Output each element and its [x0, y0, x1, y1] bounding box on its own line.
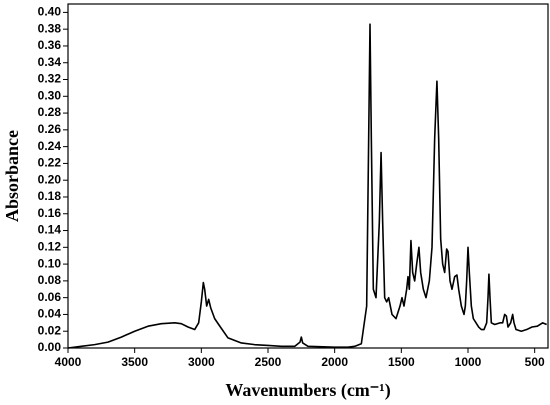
- spectrum-line: [67, 23, 547, 349]
- y-tick-label: 0.30: [38, 88, 62, 102]
- y-tick-label: 0.00: [38, 340, 62, 354]
- y-tick-label: 0.24: [38, 139, 62, 153]
- x-tick-label: 2000: [321, 355, 348, 369]
- y-tick-label: 0.18: [38, 189, 62, 203]
- y-tick-label: 0.36: [38, 38, 62, 52]
- y-tick-label: 0.12: [38, 239, 62, 253]
- y-tick-label: 0.08: [38, 273, 62, 287]
- x-tick-label: 4000: [55, 355, 82, 369]
- y-tick-label: 0.02: [38, 323, 62, 337]
- y-tick-label: 0.10: [38, 256, 62, 270]
- plot-frame: [67, 3, 549, 349]
- y-tick-label: 0.40: [38, 5, 62, 19]
- y-tick-label: 0.32: [38, 72, 62, 86]
- y-tick-label: 0.06: [38, 290, 62, 304]
- x-tick-label: 500: [525, 355, 545, 369]
- y-tick-label: 0.38: [38, 21, 62, 35]
- x-tick-label: 3500: [121, 355, 148, 369]
- y-tick-label: 0.22: [38, 156, 62, 170]
- x-axis-label: Wavenumbers (cm⁻¹): [225, 380, 390, 401]
- x-tick-label: 1500: [388, 355, 415, 369]
- y-tick-label: 0.16: [38, 206, 62, 220]
- y-tick-label: 0.14: [38, 223, 62, 237]
- x-tick-label: 3000: [188, 355, 215, 369]
- y-axis-label: Absorbance: [2, 130, 22, 222]
- y-tick-label: 0.20: [38, 172, 62, 186]
- x-tick-label: 2500: [255, 355, 282, 369]
- y-tick-label: 0.26: [38, 122, 62, 136]
- y-tick-label: 0.04: [38, 307, 62, 321]
- y-tick-label: 0.34: [38, 55, 62, 69]
- x-tick-label: 1000: [455, 355, 482, 369]
- y-tick-label: 0.28: [38, 105, 62, 119]
